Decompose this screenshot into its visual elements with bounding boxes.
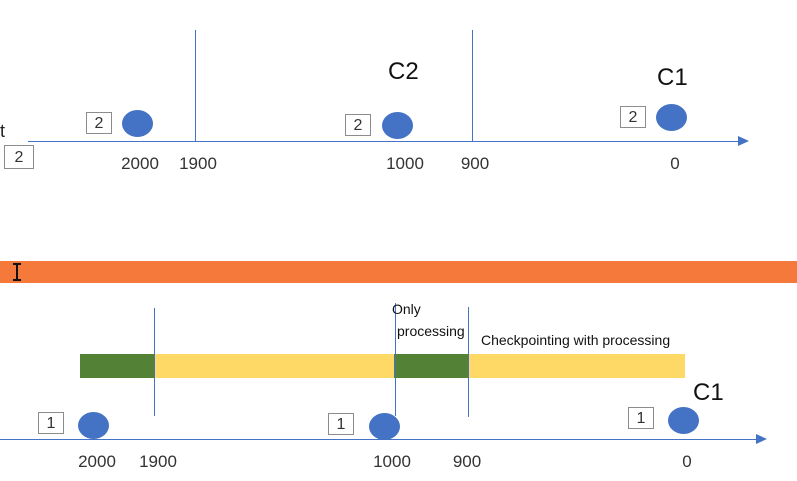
count-box: 2 bbox=[345, 114, 371, 136]
tick-label: 1000 bbox=[386, 154, 424, 173]
top-axis-arrowhead bbox=[738, 136, 749, 146]
tick-label: 0 bbox=[670, 154, 680, 173]
tick-label: 900 bbox=[460, 154, 490, 173]
edge-count-box: 2 bbox=[4, 145, 34, 169]
top-divider-900 bbox=[472, 30, 473, 142]
checkpoint-dot bbox=[122, 110, 153, 137]
checkpointing-label: Checkpointing with processing bbox=[481, 332, 671, 348]
checkpoint-dot bbox=[78, 412, 109, 439]
tick-label: 2000 bbox=[78, 452, 116, 471]
top-axis-line bbox=[28, 141, 740, 142]
text-cursor-icon bbox=[11, 262, 23, 287]
count-box: 2 bbox=[620, 106, 646, 128]
tick-label: 1900 bbox=[179, 154, 217, 173]
checkpoint-dot bbox=[369, 413, 400, 440]
checkpoint-label-c2: C2 bbox=[388, 58, 419, 85]
count-box: 1 bbox=[328, 413, 354, 435]
bottom-divider-1000 bbox=[395, 303, 396, 416]
bottom-axis-arrowhead bbox=[756, 434, 767, 444]
tick-label: 1000 bbox=[373, 452, 411, 471]
bottom-timeline: Only processing Checkpointing with proce… bbox=[0, 283, 797, 481]
checkpoint-label-c1: C1 bbox=[693, 379, 724, 406]
edge-glyph: t bbox=[0, 121, 6, 141]
top-divider-1900 bbox=[195, 30, 196, 142]
count-box: 1 bbox=[38, 412, 64, 434]
top-timeline: t 2 2 2 2 C2 C1 2000 1900 1000 900 0 bbox=[0, 0, 797, 240]
tick-label: 2000 bbox=[121, 154, 159, 173]
section-divider-bar bbox=[0, 261, 797, 283]
processing-bar-green-segment bbox=[394, 354, 469, 378]
checkpoint-label-c1: C1 bbox=[657, 64, 688, 91]
bottom-divider-1900 bbox=[154, 308, 155, 416]
count-box: 2 bbox=[86, 112, 112, 134]
only-label: Only bbox=[392, 301, 421, 317]
checkpoint-dot bbox=[382, 112, 413, 139]
bottom-divider-900 bbox=[468, 307, 469, 417]
bottom-axis-line bbox=[0, 439, 758, 440]
tick-label: 900 bbox=[452, 452, 482, 471]
processing-bar-green-segment bbox=[80, 354, 155, 378]
processing-label: processing bbox=[397, 323, 465, 339]
checkpoint-dot bbox=[656, 104, 687, 131]
processing-bar bbox=[80, 354, 685, 378]
tick-label: 1900 bbox=[139, 452, 177, 471]
count-box: 1 bbox=[628, 407, 654, 429]
checkpoint-dot bbox=[668, 407, 699, 434]
tick-label: 0 bbox=[682, 452, 692, 471]
